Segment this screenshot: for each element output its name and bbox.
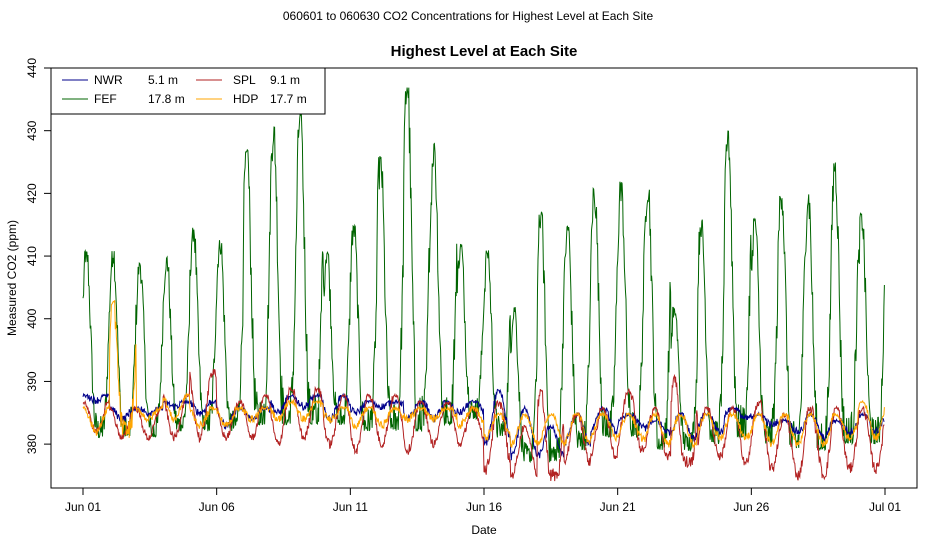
- x-tick-label: Jun 06: [199, 500, 235, 514]
- y-axis-title: Measured CO2 (ppm): [5, 220, 19, 336]
- y-tick-label: 400: [25, 308, 39, 328]
- legend: NWR 5.1 m FEF 17.8 m SPL 9.1 m HDP 17.7 m: [50, 67, 326, 115]
- figure-suptitle: 060601 to 060630 CO2 Concentrations for …: [282, 9, 654, 23]
- x-tick-label: Jun 01: [65, 500, 101, 514]
- y-tick-label: 440: [25, 58, 39, 78]
- legend-label-hdp: HDP: [233, 92, 258, 106]
- y-axis: 380 390 400 410 420 430 440: [25, 58, 51, 454]
- series-line-fef: [82, 87, 885, 463]
- legend-label-nwr: NWR: [94, 73, 123, 87]
- legend-label-fef: FEF: [94, 92, 117, 106]
- x-axis: Jun 01 Jun 06 Jun 11 Jun 16 Jun 21 Jun 26 Jul …: [65, 488, 901, 514]
- x-axis-title: Date: [471, 523, 497, 537]
- legend-height-hdp: 17.7 m: [270, 92, 307, 106]
- x-tick-label: Jun 16: [466, 500, 502, 514]
- x-tick-label: Jul 01: [869, 500, 901, 514]
- series-line-spl: [82, 368, 885, 482]
- y-tick-label: 430: [25, 120, 39, 140]
- y-tick-label: 380: [25, 434, 39, 454]
- plot-title: Highest Level at Each Site: [391, 43, 578, 60]
- y-tick-label: 420: [25, 183, 39, 203]
- legend-height-nwr: 5.1 m: [148, 73, 178, 87]
- x-tick-label: Jun 11: [333, 500, 368, 514]
- series-line-hdp: [82, 300, 885, 449]
- y-tick-label: 410: [25, 246, 39, 266]
- series-layer: [82, 87, 885, 482]
- legend-height-spl: 9.1 m: [270, 73, 300, 87]
- legend-height-fef: 17.8 m: [148, 92, 185, 106]
- legend-label-spl: SPL: [233, 73, 256, 87]
- x-tick-label: Jun 21: [600, 500, 636, 514]
- legend-box: [50, 67, 326, 115]
- x-tick-label: Jun 26: [733, 500, 769, 514]
- y-tick-label: 390: [25, 371, 39, 391]
